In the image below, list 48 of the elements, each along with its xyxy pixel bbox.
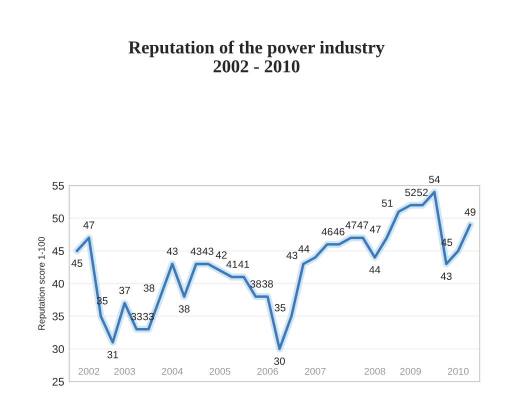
x-tick-label: 2003 xyxy=(114,368,136,375)
data-label: 46 xyxy=(334,228,344,236)
data-label: 51 xyxy=(382,200,393,207)
x-tick-label: 2006 xyxy=(257,368,278,375)
y-tick-label: 45 xyxy=(52,247,64,256)
data-label: 46 xyxy=(322,228,333,236)
data-label: 47 xyxy=(357,222,368,229)
data-label: 54 xyxy=(429,176,440,184)
x-tick-label: 2009 xyxy=(400,368,421,375)
data-label: 43 xyxy=(440,272,452,280)
data-label: 31 xyxy=(107,350,118,358)
data-label: 30 xyxy=(274,358,285,365)
data-label: 35 xyxy=(274,304,286,312)
data-label: 44 xyxy=(369,266,380,274)
data-label: 43 xyxy=(286,252,298,260)
x-tick-label: 2005 xyxy=(210,368,230,375)
data-label: 52 xyxy=(417,188,428,196)
data-label: 43 xyxy=(202,248,214,255)
data-label: 47 xyxy=(370,226,381,233)
y-tick-label: 50 xyxy=(52,214,64,222)
x-tick-label: 2002 xyxy=(78,368,100,375)
data-label: 42 xyxy=(216,251,227,259)
data-label: 49 xyxy=(464,208,476,216)
y-tick-label: 40 xyxy=(52,280,64,288)
data-label: 38 xyxy=(250,280,262,288)
y-tick-label: 55 xyxy=(52,182,64,190)
data-label: 38 xyxy=(262,280,273,288)
data-label: 47 xyxy=(345,222,356,229)
data-label: 52 xyxy=(405,188,416,196)
x-tick-label: 2004 xyxy=(162,368,183,375)
data-label: 41 xyxy=(238,260,250,268)
data-label: 43 xyxy=(190,248,202,255)
data-label: 47 xyxy=(83,222,94,229)
data-label: 37 xyxy=(119,286,130,294)
chart-title: Reputation of the power industry 2002 - 2010 xyxy=(128,40,385,72)
data-label: 45 xyxy=(71,260,82,267)
x-tick-label: 2007 xyxy=(304,368,326,375)
y-tick-label: 25 xyxy=(52,378,64,386)
y-tick-label: 35 xyxy=(52,312,64,320)
data-label: 41 xyxy=(226,260,238,268)
data-label: 38 xyxy=(178,305,190,313)
x-tick-label: 2010 xyxy=(448,368,469,375)
data-label: 44 xyxy=(298,245,310,252)
y-tick-label: 30 xyxy=(52,345,64,354)
data-label: 43 xyxy=(166,248,178,255)
y-axis-title: Reputation score 1-100 xyxy=(38,236,46,330)
data-label: 38 xyxy=(144,284,154,292)
x-tick-label: 2008 xyxy=(364,368,386,375)
